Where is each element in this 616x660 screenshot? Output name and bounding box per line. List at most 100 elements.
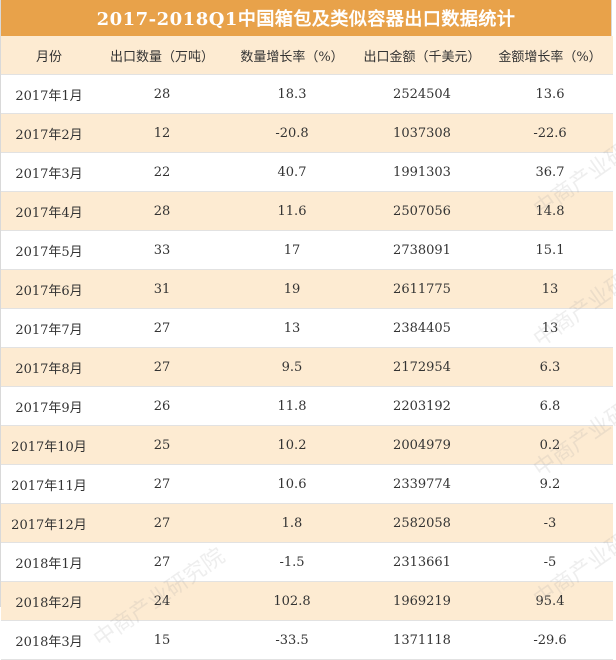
cell-amount-growth: -22.6: [487, 113, 613, 153]
cell-month: 2017年11月: [1, 464, 97, 504]
cell-month: 2017年7月: [1, 308, 97, 348]
cell-amount-growth: -3: [487, 503, 613, 543]
cell-amount-growth: 15.1: [487, 230, 613, 270]
cell-month: 2017年5月: [1, 230, 97, 270]
table-header-row: 月份 出口数量（万吨） 数量增长率（%） 出口金额（千美元） 金额增长率（%）: [1, 36, 613, 75]
cell-amount: 2524504: [357, 74, 487, 114]
cell-quantity-growth: 1.8: [227, 503, 357, 543]
cell-quantity-growth: -1.5: [227, 542, 357, 582]
cell-amount-growth: 6.3: [487, 347, 613, 387]
cell-amount: 2004979: [357, 425, 487, 465]
header-month: 月份: [1, 36, 97, 75]
cell-quantity: 12: [97, 113, 227, 153]
table-row: 2017年5月 33 17 2738091 15.1: [1, 230, 613, 270]
cell-quantity: 33: [97, 230, 227, 270]
cell-amount-growth: 9.2: [487, 464, 613, 504]
cell-amount: 2339774: [357, 464, 487, 504]
cell-quantity-growth: 102.8: [227, 581, 357, 621]
cell-quantity: 28: [97, 74, 227, 114]
cell-amount-growth: 13: [487, 308, 613, 348]
cell-amount: 1969219: [357, 581, 487, 621]
cell-amount: 2203192: [357, 386, 487, 426]
cell-month: 2017年2月: [1, 113, 97, 153]
cell-amount-growth: 36.7: [487, 152, 613, 192]
cell-quantity-growth: -33.5: [227, 620, 357, 660]
cell-amount: 2582058: [357, 503, 487, 543]
table-body: 2017年1月 28 18.3 2524504 13.6 2017年2月 12 -20.8 10…: [1, 74, 613, 660]
table-row: 2017年11月 27 10.6 2339774 9.2: [1, 464, 613, 504]
cell-quantity-growth: 13: [227, 308, 357, 348]
cell-month: 2017年8月: [1, 347, 97, 387]
cell-quantity-growth: 40.7: [227, 152, 357, 192]
cell-month: 2018年2月: [1, 581, 97, 621]
cell-amount-growth: 13.6: [487, 74, 613, 114]
cell-month: 2018年3月: [1, 620, 97, 660]
cell-amount-growth: 14.8: [487, 191, 613, 231]
cell-amount-growth: 6.8: [487, 386, 613, 426]
cell-quantity: 28: [97, 191, 227, 231]
cell-quantity: 22: [97, 152, 227, 192]
cell-month: 2017年9月: [1, 386, 97, 426]
table-row: 2017年7月 27 13 2384405 13: [1, 308, 613, 348]
cell-quantity: 27: [97, 308, 227, 348]
table-row: 2017年9月 26 11.8 2203192 6.8: [1, 386, 613, 426]
cell-quantity-growth: -20.8: [227, 113, 357, 153]
cell-quantity: 27: [97, 542, 227, 582]
table-row: 2018年1月 27 -1.5 2313661 -5: [1, 542, 613, 582]
table-title: 2017-2018Q1中国箱包及类似容器出口数据统计: [1, 0, 611, 36]
cell-amount: 2384405: [357, 308, 487, 348]
table-row: 2017年10月 25 10.2 2004979 0.2: [1, 425, 613, 465]
cell-quantity: 26: [97, 386, 227, 426]
cell-amount-growth: 0.2: [487, 425, 613, 465]
cell-quantity: 27: [97, 464, 227, 504]
header-quantity: 出口数量（万吨）: [97, 36, 227, 75]
cell-quantity-growth: 9.5: [227, 347, 357, 387]
cell-month: 2017年1月: [1, 74, 97, 114]
cell-month: 2017年6月: [1, 269, 97, 309]
cell-amount-growth: -29.6: [487, 620, 613, 660]
cell-quantity: 27: [97, 347, 227, 387]
cell-month: 2017年4月: [1, 191, 97, 231]
cell-month: 2017年12月: [1, 503, 97, 543]
table-row: 2018年2月 24 102.8 1969219 95.4: [1, 581, 613, 621]
cell-quantity: 24: [97, 581, 227, 621]
cell-quantity: 31: [97, 269, 227, 309]
cell-amount: 2738091: [357, 230, 487, 270]
cell-amount: 2172954: [357, 347, 487, 387]
cell-quantity-growth: 10.6: [227, 464, 357, 504]
table-row: 2017年1月 28 18.3 2524504 13.6: [1, 74, 613, 114]
table-row: 2018年3月 15 -33.5 1371118 -29.6: [1, 620, 613, 660]
cell-amount: 2611775: [357, 269, 487, 309]
cell-amount: 1991303: [357, 152, 487, 192]
export-data-table: 月份 出口数量（万吨） 数量增长率（%） 出口金额（千美元） 金额增长率（%） …: [1, 36, 613, 660]
cell-quantity-growth: 11.8: [227, 386, 357, 426]
cell-quantity: 15: [97, 620, 227, 660]
cell-month: 2017年10月: [1, 425, 97, 465]
cell-amount: 2313661: [357, 542, 487, 582]
cell-amount: 1037308: [357, 113, 487, 153]
table-row: 2017年4月 28 11.6 2507056 14.8: [1, 191, 613, 231]
cell-quantity-growth: 17: [227, 230, 357, 270]
header-amount: 出口金额（千美元）: [357, 36, 487, 75]
table-row: 2017年8月 27 9.5 2172954 6.3: [1, 347, 613, 387]
cell-quantity: 25: [97, 425, 227, 465]
header-quantity-growth: 数量增长率（%）: [227, 36, 357, 75]
cell-quantity-growth: 10.2: [227, 425, 357, 465]
cell-amount-growth: -5: [487, 542, 613, 582]
cell-month: 2017年3月: [1, 152, 97, 192]
cell-amount-growth: 95.4: [487, 581, 613, 621]
cell-amount: 2507056: [357, 191, 487, 231]
cell-quantity-growth: 19: [227, 269, 357, 309]
header-amount-growth: 金额增长率（%）: [487, 36, 613, 75]
cell-amount-growth: 13: [487, 269, 613, 309]
cell-quantity-growth: 11.6: [227, 191, 357, 231]
table-row: 2017年3月 22 40.7 1991303 36.7: [1, 152, 613, 192]
cell-amount: 1371118: [357, 620, 487, 660]
cell-quantity-growth: 18.3: [227, 74, 357, 114]
table-row: 2017年12月 27 1.8 2582058 -3: [1, 503, 613, 543]
cell-month: 2018年1月: [1, 542, 97, 582]
table-row: 2017年6月 31 19 2611775 13: [1, 269, 613, 309]
cell-quantity: 27: [97, 503, 227, 543]
table-row: 2017年2月 12 -20.8 1037308 -22.6: [1, 113, 613, 153]
